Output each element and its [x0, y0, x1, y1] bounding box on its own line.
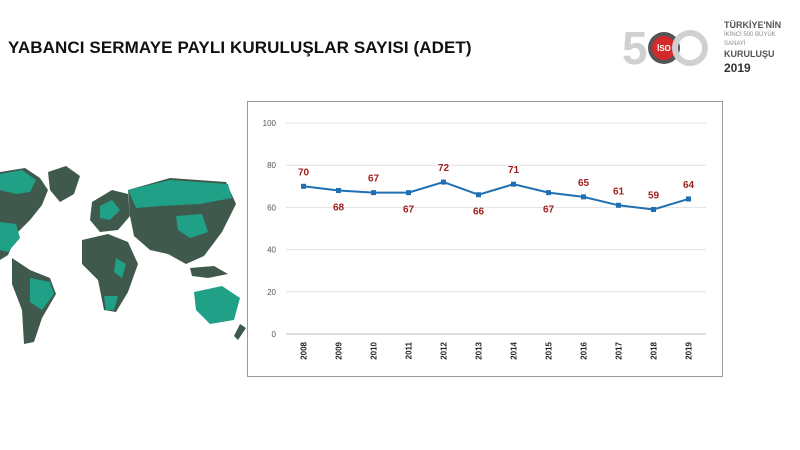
- data-label: 59: [648, 191, 660, 202]
- map-africa-highlight: [114, 258, 126, 278]
- data-point: [336, 188, 341, 194]
- map-russia-highlight: [128, 180, 232, 208]
- page-title: YABANCI SERMAYE PAYLI KURULUŞLAR SAYISI …: [8, 38, 472, 57]
- data-label: 65: [578, 178, 590, 189]
- iso-500-emblem-icon: 5 İSO: [622, 22, 708, 74]
- logo-line3: KURULUŞU: [724, 49, 775, 59]
- logo-badge: İSO: [657, 44, 671, 53]
- data-point: [546, 190, 551, 196]
- data-point: [301, 183, 306, 189]
- x-tick-label: 2018: [650, 341, 659, 359]
- map-australia: [194, 286, 240, 324]
- data-label: 61: [613, 186, 625, 197]
- x-tick-label: 2015: [545, 341, 554, 359]
- map-china-highlight: [176, 214, 208, 238]
- data-label: 72: [438, 163, 450, 174]
- x-tick-label: 2013: [475, 341, 484, 359]
- y-tick-label: 0: [272, 330, 277, 339]
- data-point: [511, 181, 516, 187]
- map-south-africa-highlight: [104, 296, 118, 310]
- y-tick-label: 60: [267, 203, 276, 212]
- data-point: [406, 190, 411, 196]
- data-point: [371, 190, 376, 196]
- data-label: 66: [473, 207, 485, 218]
- logo-year: 2019: [724, 61, 751, 75]
- map-greenland: [48, 166, 80, 202]
- y-tick-label: 40: [267, 246, 276, 255]
- data-label: 64: [683, 180, 695, 191]
- x-tick-label: 2008: [300, 341, 309, 359]
- map-new-zealand: [234, 324, 246, 340]
- data-label: 67: [543, 205, 555, 216]
- data-label: 67: [368, 174, 380, 185]
- y-tick-label: 20: [267, 288, 276, 297]
- data-label: 71: [508, 165, 520, 176]
- y-tick-label: 100: [263, 119, 277, 128]
- x-tick-label: 2019: [685, 341, 694, 359]
- x-tick-label: 2016: [580, 341, 589, 359]
- map-usa-highlight: [0, 222, 20, 252]
- data-point: [616, 202, 621, 208]
- data-label: 70: [298, 167, 310, 178]
- logo-line1: TÜRKİYE'NİN: [724, 20, 782, 30]
- x-tick-label: 2011: [405, 341, 414, 359]
- x-tick-label: 2014: [510, 341, 519, 359]
- iso-logo: 5 İSO TÜRKİYE'NİN İKİNCİ 500 BÜYÜK SANAY…: [620, 14, 796, 78]
- svg-text:5: 5: [622, 22, 648, 74]
- data-point: [651, 207, 656, 213]
- series-line: [303, 181, 689, 211]
- map-europe-highlight: [100, 200, 120, 220]
- x-tick-label: 2017: [615, 341, 624, 359]
- x-tick-label: 2012: [440, 341, 449, 359]
- logo-line2: İKİNCİ 500 BÜYÜK SANAYİ: [724, 32, 776, 47]
- data-point: [686, 196, 691, 202]
- data-point: [441, 179, 446, 185]
- map-africa: [82, 234, 138, 312]
- x-tick-label: 2010: [370, 341, 379, 359]
- world-map-image: [0, 166, 246, 344]
- chart-panel: 0 20 40 60 80 100 2008 2009 2010 2011 2012 2013 2014…: [247, 101, 723, 377]
- map-brazil-highlight: [30, 278, 54, 310]
- y-tick-label: 80: [267, 161, 276, 170]
- data-label: 68: [333, 203, 345, 214]
- data-point: [581, 194, 586, 200]
- data-point: [476, 192, 481, 198]
- map-indonesia: [190, 266, 228, 278]
- line-chart: 0 20 40 60 80 100 2008 2009 2010 2011 2012 2013 2014…: [263, 119, 706, 360]
- data-label: 67: [403, 205, 415, 216]
- x-tick-label: 2009: [335, 341, 344, 359]
- map-canada-highlight: [0, 170, 36, 194]
